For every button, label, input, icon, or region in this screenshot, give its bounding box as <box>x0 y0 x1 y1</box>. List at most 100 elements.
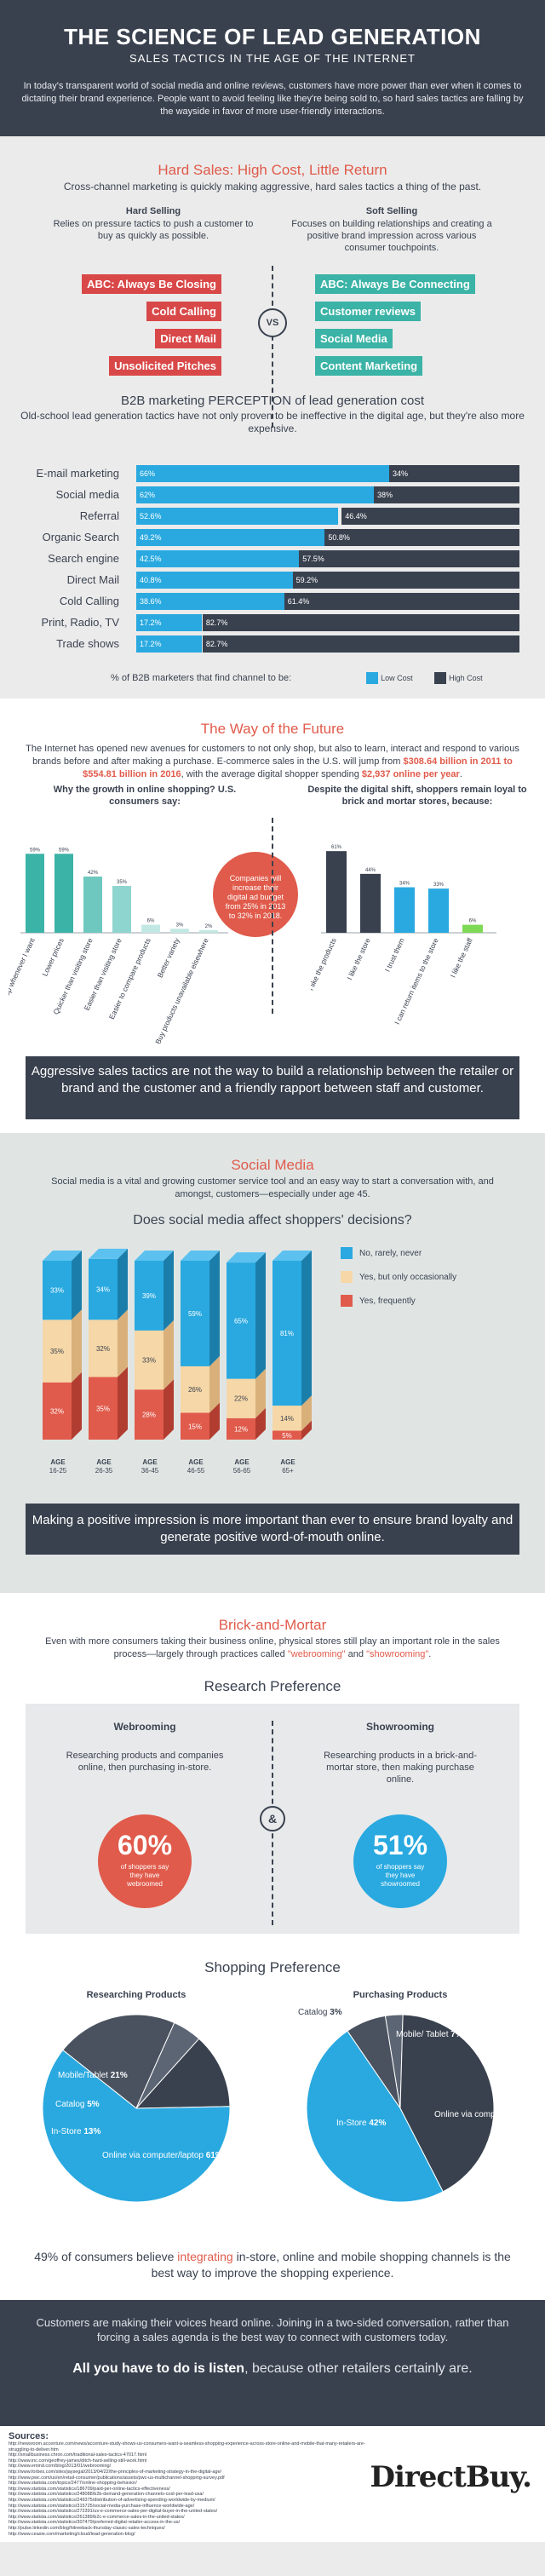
low-cost-bar: 38.6% <box>136 593 284 610</box>
source-link[interactable]: http://www.statista.com/statistics/30747… <box>9 2520 181 2526</box>
source-link[interactable]: http://www.statista.com/statistics/18670… <box>9 2486 170 2492</box>
hard-vs-soft: Hard Selling Relies on pressure tactics … <box>0 206 545 428</box>
segment-top <box>135 1251 174 1261</box>
bar-value: 34% <box>399 882 410 887</box>
segment-top <box>89 1248 128 1259</box>
cost-row: E-mail marketing 34% 66% <box>17 464 528 483</box>
bar-value: 6% <box>147 919 155 924</box>
segment-top <box>272 1251 312 1261</box>
header-intro: In today's transparent world of social m… <box>21 81 524 117</box>
hard-selling-heading: Hard Selling <box>125 206 181 216</box>
age-label-range: 36-45 <box>141 1467 159 1475</box>
low-cost-bar: 52.6% <box>136 508 338 525</box>
purchase-pie-chart: Online via computer/laptop 48% In-Store 4… <box>298 2008 502 2203</box>
source-link[interactable]: http://www.forbes.com/sites/jaysegal/201… <box>9 2469 222 2475</box>
soft-tag: Content Marketing <box>315 356 423 376</box>
segment <box>135 1330 164 1390</box>
cost-row-label: E-mail marketing <box>36 467 119 480</box>
segment-side <box>118 1248 128 1320</box>
pie-slice <box>42 2049 231 2203</box>
legend-high-label: High Cost <box>449 673 483 682</box>
age-label-top: AGE <box>50 1458 66 1466</box>
low-cost-bar: 49.2% <box>136 529 325 546</box>
hard-tag: Unsolicited Pitches <box>109 356 221 376</box>
bar-value: 61% <box>331 845 342 850</box>
segment <box>89 1377 118 1440</box>
high-cost-value: 34% <box>393 469 409 478</box>
age-label-range: 16-25 <box>49 1467 67 1475</box>
bar-value: 42% <box>88 871 99 876</box>
showrooming-heading: Showrooming <box>366 1721 434 1733</box>
bar <box>199 929 218 933</box>
pie-label: Catalog 3% <box>298 2008 342 2017</box>
high-cost-bar: 50.8% <box>324 529 519 546</box>
age-label: AGE 26-35 <box>85 1458 123 1475</box>
low-cost-value: 62% <box>140 491 156 499</box>
segment <box>272 1406 301 1431</box>
hard-selling-col: Hard Selling Relies on pressure tactics … <box>51 206 255 242</box>
source-link[interactable]: http://newsroom.accenture.com/news/accen… <box>9 2441 365 2452</box>
legend-high-swatch <box>434 672 446 684</box>
cost-row-label: Trade shows <box>56 637 119 650</box>
source-link[interactable]: http://www.statista.com/statistics/24808… <box>9 2492 204 2498</box>
age-label-top: AGE <box>280 1458 295 1466</box>
segment-value: 65% <box>234 1317 248 1325</box>
source-link[interactable]: http://www.statista.com/statistics/27239… <box>9 2509 218 2515</box>
low-cost-bar: 66% <box>136 465 389 482</box>
source-link[interactable]: http://www.statista.com/statistics/31572… <box>9 2503 195 2509</box>
high-cost-value: 38% <box>377 491 393 499</box>
source-link[interactable]: http://www.statista.com/statistics/24937… <box>9 2497 215 2503</box>
sources-list: http://newsroom.accenture.com/news/accen… <box>9 2441 366 2537</box>
high-cost-value: 57.5% <box>302 555 324 563</box>
age-label: AGE 46-55 <box>177 1458 215 1475</box>
age-label-top: AGE <box>188 1458 204 1466</box>
low-cost-value: 38.6% <box>140 597 162 606</box>
webrooming-term: "webrooming" <box>287 1649 346 1659</box>
pie-label: Mobile/ Tablet 7% <box>396 2030 463 2039</box>
showroomed-caption: of shoppers say they have showroomed <box>376 1863 425 1888</box>
low-cost-value: 66% <box>140 469 156 478</box>
integration-quote: 49% of consumers believe integrating in-… <box>34 2249 511 2281</box>
legend-label: No, rarely, never <box>359 1249 422 1258</box>
age-label: AGE 56-65 <box>223 1458 261 1475</box>
bar <box>326 851 347 933</box>
pie-value: 42% <box>369 2119 386 2128</box>
webrooming-heading: Webrooming <box>113 1721 176 1733</box>
source-link[interactable]: http://pulse.linkedin.com/blog/hitreebac… <box>9 2525 165 2531</box>
source-link[interactable]: http://www.emind.com/blog/2013/01/webroo… <box>9 2464 112 2470</box>
pie-value: 7% <box>450 2030 463 2039</box>
source-link[interactable]: http://www.inc.com/geoffrey-james/ditch-… <box>9 2458 147 2464</box>
hard-tag: Cold Calling <box>146 302 221 321</box>
source-link[interactable]: http://www.statista.com/topics/2477/onli… <box>9 2481 137 2487</box>
segment-side <box>209 1402 220 1440</box>
segment <box>181 1261 209 1366</box>
segment-value: 32% <box>50 1407 64 1415</box>
brick-intro: Even with more consumers taking their bu… <box>0 1634 545 1661</box>
cost-row: Organic Search 50.8% 49.2% <box>17 528 528 547</box>
soft-tag: Customer reviews <box>315 302 421 321</box>
segment <box>227 1262 255 1379</box>
source-link[interactable]: http://www.statista.com/statistics/26138… <box>9 2514 185 2520</box>
low-cost-value: 17.2% <box>140 640 162 648</box>
segment-side <box>301 1420 312 1440</box>
age-label: AGE 65+ <box>269 1458 307 1475</box>
cost-bar: 59.2% 40.8% <box>136 572 519 589</box>
vs-badge: VS <box>258 308 287 337</box>
segment-value: 35% <box>96 1405 110 1412</box>
social-influence-chart: 32% 35% 33% 35% 32% 34% 28% 33% 39% 15% 26% 59% 12% 2… <box>43 1248 312 1440</box>
cost-row: Search engine 57.5% 42.5% <box>17 549 528 568</box>
hard-selling-text: Relies on pressure tactics to push a cus… <box>53 219 254 241</box>
low-cost-bar: 17.2% <box>136 614 203 631</box>
source-link[interactable]: http://smallbusiness.chron.com/tradition… <box>9 2452 147 2458</box>
high-cost-bar: 34% <box>389 465 519 482</box>
high-cost-value: 50.8% <box>328 533 350 542</box>
source-link[interactable]: http://www.pwc.com/us/en/retail-consumer… <box>9 2475 225 2481</box>
webrooming-text: Researching products and companies onlin… <box>66 1751 224 1773</box>
category-label: I can shop whenever I want <box>9 936 37 1021</box>
age-labels: AGE 16-25 AGE 26-35 AGE 36-45 AGE 46-55 AGE 56-65… <box>34 1458 324 1492</box>
legend-low-swatch <box>366 672 378 684</box>
low-cost-bar: 62% <box>136 486 374 503</box>
source-link[interactable]: http://www.ceasie.com/marketing/cloud/le… <box>9 2531 135 2537</box>
header: THE SCIENCE OF LEAD GENERATION SALES TAC… <box>0 0 545 136</box>
hard-sales-subtitle: Cross-channel marketing is quickly makin… <box>63 181 482 193</box>
